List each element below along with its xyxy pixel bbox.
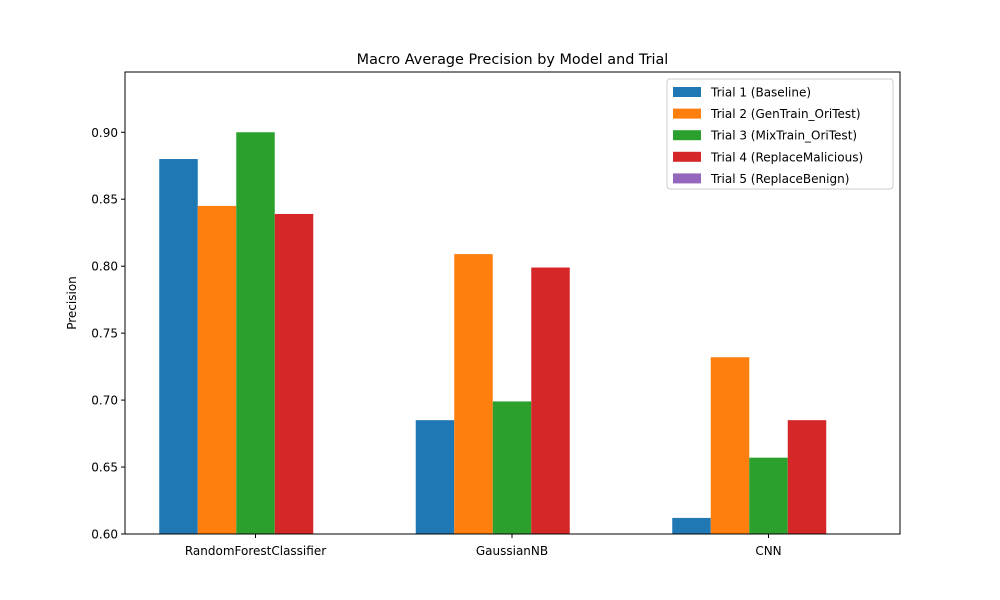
bar-trial1-randomforestclassifier	[159, 159, 198, 535]
bars-layer	[159, 132, 827, 535]
legend: Trial 1 (Baseline) Trial 2 (GenTrain_OriT…	[666, 78, 894, 190]
bar-trial2-gaussiannb	[454, 254, 493, 534]
bar-trial3-gaussiannb	[492, 401, 532, 534]
legend-swatch	[673, 108, 701, 119]
bar-trial1-cnn	[672, 517, 711, 534]
bar-trial3-cnn	[749, 457, 788, 534]
legend-box	[666, 78, 894, 190]
legend-swatch	[673, 130, 701, 141]
y-tick-label: 0.70	[91, 394, 118, 408]
bar-trial3-randomforestclassifier	[236, 132, 275, 534]
legend-swatch	[673, 87, 701, 97]
x-tick-label: RandomForestClassifier	[185, 544, 326, 558]
bar-trial2-randomforestclassifier	[197, 205, 237, 534]
legend-swatch	[673, 151, 701, 162]
chart-title: Macro Average Precision by Model and Tri…	[357, 52, 669, 68]
legend-entry: Trial 1 (Baseline)	[710, 86, 811, 100]
legend-entry: Trial 3 (MixTrain_OriTest)	[710, 129, 857, 143]
legend-swatch	[673, 173, 701, 184]
x-axis: RandomForestClassifier GaussianNB CNN	[185, 534, 782, 558]
y-axis-label: Precision	[65, 276, 79, 330]
y-tick-label: 0.75	[91, 327, 118, 341]
bar-trial4-randomforestclassifier	[274, 213, 314, 534]
y-tick-label: 0.60	[91, 528, 118, 542]
y-tick-label: 0.65	[91, 461, 118, 475]
x-tick-label: CNN	[755, 544, 781, 558]
legend-entry: Trial 5 (ReplaceBenign)	[710, 172, 849, 186]
bar-trial1-gaussiannb	[415, 420, 455, 534]
legend-entry: Trial 2 (GenTrain_OriTest)	[710, 107, 861, 121]
y-tick-label: 0.80	[91, 260, 118, 274]
bar-trial2-cnn	[710, 357, 750, 534]
x-tick-label: GaussianNB	[476, 544, 548, 558]
y-axis: 0.60 0.65 0.70 0.75 0.80 0.85 0.90	[91, 126, 125, 542]
legend-entry: Trial 4 (ReplaceMalicious)	[710, 150, 863, 164]
y-tick-label: 0.85	[91, 193, 118, 207]
bar-trial4-cnn	[787, 420, 827, 534]
bar-trial4-gaussiannb	[531, 267, 570, 534]
y-tick-label: 0.90	[91, 126, 118, 140]
